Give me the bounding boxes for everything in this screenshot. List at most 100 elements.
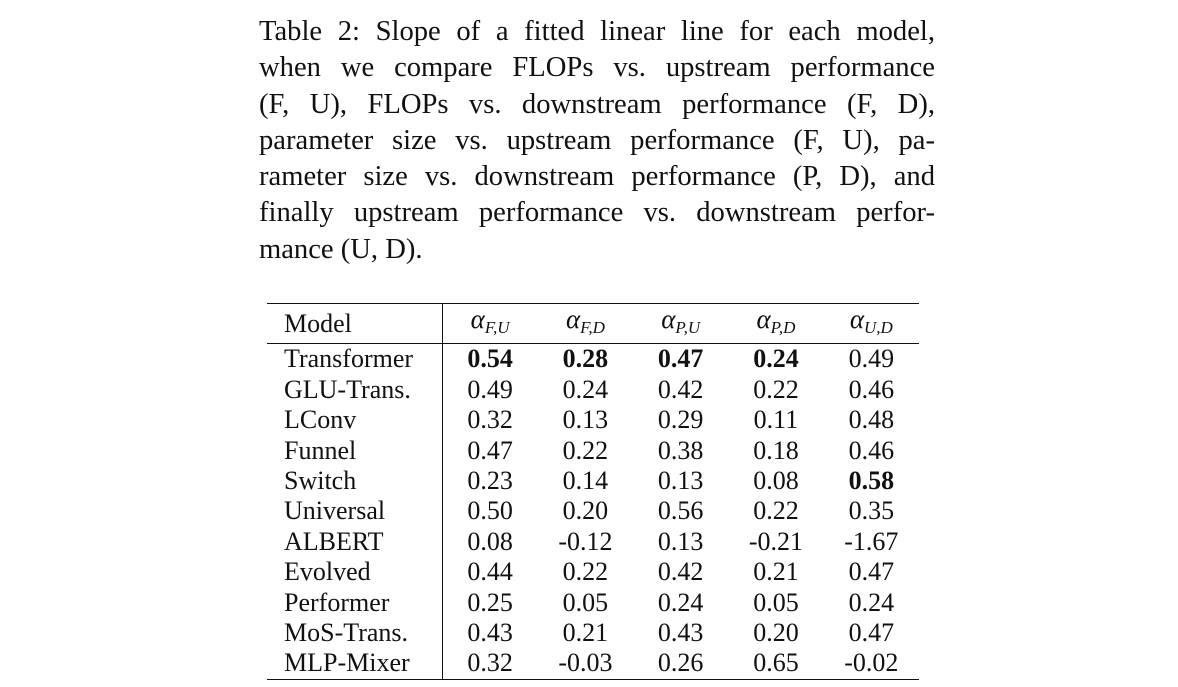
caption-line: mance (U, D). — [259, 233, 423, 265]
value-cell: 0.65 — [753, 648, 799, 678]
table-body: Transformer 0.54 0.28 0.47 0.24 0.49 GLU-Trans… — [267, 343, 919, 680]
value-cell: 0.23 — [467, 466, 513, 496]
alpha-subscript: F,U — [484, 318, 510, 337]
alpha-symbol: α — [565, 304, 581, 334]
value-cell: 0.08 — [753, 466, 799, 496]
model-name-cell: MoS-Trans. — [267, 618, 443, 649]
table-row: Universal 0.50 0.20 0.56 0.22 0.35 — [267, 496, 919, 527]
alpha-symbol: α — [849, 304, 864, 334]
value-cell: 0.58 — [848, 466, 895, 496]
value-cell: 0.13 — [657, 466, 704, 496]
table-row: Evolved 0.44 0.22 0.42 0.21 0.47 — [267, 557, 919, 588]
caption-line: Table 2: Slope of a fitted linear line f… — [259, 16, 935, 47]
value-cell: 0.14 — [562, 466, 609, 496]
value-cell: 0.08 — [467, 526, 513, 556]
value-cell: 0.47 — [848, 557, 895, 587]
value-cell: 0.21 — [753, 557, 799, 587]
value-cell: 0.24 — [562, 374, 609, 404]
value-cell: -0.02 — [844, 648, 899, 678]
value-cell: 0.47 — [848, 618, 895, 648]
value-cell: 0.47 — [467, 435, 513, 465]
header-alpha-pd: αP,D — [728, 303, 824, 345]
value-cell: -0.21 — [748, 526, 804, 556]
value-cell: 0.50 — [467, 496, 513, 526]
value-cell: 0.44 — [467, 557, 513, 587]
value-cell: 0.22 — [562, 435, 609, 465]
alpha-subscript: P,D — [770, 318, 796, 337]
caption-line: rameter size vs. downstream performance … — [259, 161, 935, 193]
value-cell: 0.22 — [753, 496, 799, 526]
caption-line: parameter size vs. upstream performance … — [259, 124, 935, 156]
table-row: MLP-Mixer 0.32 -0.03 0.26 0.65 -0.02 — [267, 648, 919, 680]
value-cell: 0.21 — [562, 618, 609, 648]
header-alpha-fd: αF,D — [537, 303, 634, 345]
alpha-subscript: P,U — [675, 318, 701, 337]
alpha-symbol: α — [470, 304, 485, 334]
value-cell: 0.43 — [657, 618, 704, 648]
value-cell: 0.22 — [753, 374, 799, 404]
caption-line: finally upstream performance vs. downstr… — [259, 197, 935, 229]
value-cell: -0.03 — [558, 648, 613, 678]
value-cell: 0.13 — [657, 526, 704, 556]
model-name-cell: Performer — [267, 587, 443, 619]
table-header-row: Model αF,U αF,D αP,U αP,D αU,D — [267, 303, 919, 345]
table-row: Performer 0.25 0.05 0.24 0.05 0.24 — [267, 587, 919, 619]
model-name-cell: ALBERT — [267, 526, 443, 558]
value-cell: 0.24 — [657, 587, 704, 617]
table-row: LConv 0.32 0.13 0.29 0.11 0.48 — [267, 405, 919, 436]
value-cell: 0.32 — [467, 405, 513, 435]
table-row: Switch 0.23 0.14 0.13 0.08 0.58 — [267, 466, 919, 497]
value-cell: 0.46 — [848, 435, 895, 465]
results-table-container: Model αF,U αF,D αP,U αP,D αU,D Transform… — [267, 303, 919, 680]
caption-line: when we compare FLOPs vs. upstream perfo… — [259, 52, 935, 84]
alpha-subscript: U,D — [864, 318, 893, 337]
header-model: Model — [267, 303, 443, 345]
header-alpha-fu: αF,U — [442, 303, 538, 345]
alpha-symbol: α — [756, 304, 771, 334]
model-name-cell: Transformer — [267, 343, 443, 375]
value-cell: -1.67 — [844, 526, 899, 556]
value-cell: 0.29 — [657, 405, 704, 435]
value-cell: 0.26 — [657, 648, 704, 678]
table-row: ALBERT 0.08 -0.12 0.13 -0.21 -1.67 — [267, 526, 919, 558]
value-cell: 0.20 — [753, 618, 799, 648]
table-row: GLU-Trans. 0.49 0.24 0.42 0.22 0.46 — [267, 374, 919, 406]
value-cell: 0.18 — [753, 435, 799, 465]
value-cell: 0.11 — [753, 405, 799, 435]
value-cell: 0.35 — [848, 496, 895, 526]
value-cell: 0.42 — [657, 557, 704, 587]
value-cell: 0.24 — [753, 344, 799, 374]
value-cell: 0.48 — [848, 405, 895, 435]
value-cell: 0.25 — [467, 587, 513, 617]
value-cell: 0.20 — [562, 496, 609, 526]
value-cell: 0.32 — [467, 648, 513, 678]
model-name-cell: Universal — [267, 496, 443, 527]
model-name-cell: Funnel — [267, 435, 443, 467]
value-cell: 0.47 — [657, 344, 704, 374]
value-cell: 0.13 — [562, 405, 609, 435]
slope-table: Model αF,U αF,D αP,U αP,D αU,D Transform… — [267, 303, 919, 680]
value-cell: 0.49 — [467, 374, 513, 404]
value-cell: 0.43 — [467, 618, 513, 648]
header-alpha-ud: αU,D — [823, 303, 919, 345]
value-cell: 0.46 — [848, 374, 895, 404]
model-name-cell: LConv — [267, 405, 443, 436]
caption-line: (F, U), FLOPs vs. downstream performance… — [259, 88, 935, 120]
table-row: Transformer 0.54 0.28 0.47 0.24 0.49 — [267, 343, 919, 375]
alpha-subscript: F,D — [580, 318, 605, 337]
table-row: Funnel 0.47 0.22 0.38 0.18 0.46 — [267, 435, 919, 467]
value-cell: 0.38 — [657, 435, 704, 465]
value-cell: 0.05 — [562, 587, 609, 617]
value-cell: 0.24 — [848, 587, 895, 617]
value-cell: 0.42 — [657, 374, 704, 404]
value-cell: 0.54 — [467, 344, 513, 374]
model-name-cell: Switch — [267, 466, 443, 497]
value-cell: -0.12 — [558, 526, 613, 556]
model-name-cell: GLU-Trans. — [267, 374, 443, 406]
model-name-cell: MLP-Mixer — [267, 648, 443, 680]
value-cell: 0.56 — [657, 496, 704, 526]
value-cell: 0.05 — [753, 587, 799, 617]
header-alpha-pu: αP,U — [633, 303, 729, 345]
value-cell: 0.22 — [562, 557, 609, 587]
value-cell: 0.28 — [562, 344, 609, 374]
